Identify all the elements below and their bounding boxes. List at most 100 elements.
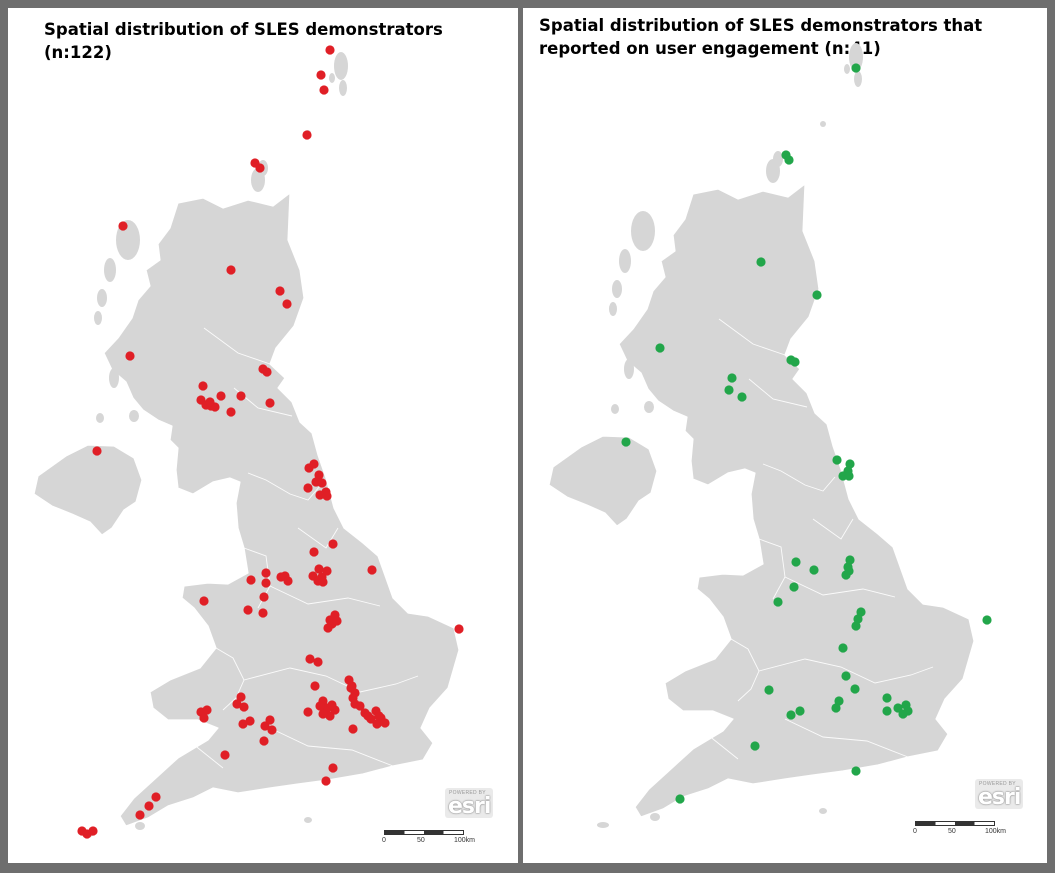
demonstrator-marker[interactable] [347, 681, 357, 691]
demonstrator-marker[interactable] [199, 596, 209, 606]
demonstrator-marker[interactable] [328, 539, 338, 549]
demonstrator-marker[interactable] [88, 826, 98, 836]
demonstrator-marker[interactable] [265, 715, 275, 725]
demonstrator-marker[interactable] [303, 483, 313, 493]
demonstrator-marker[interactable] [323, 623, 333, 633]
demonstrator-marker[interactable] [243, 605, 253, 615]
demonstrator-marker[interactable] [675, 794, 685, 804]
demonstrator-marker[interactable] [302, 130, 312, 140]
demonstrator-marker[interactable] [239, 702, 249, 712]
demonstrator-marker[interactable] [245, 716, 255, 726]
demonstrator-marker[interactable] [205, 397, 215, 407]
demonstrator-marker[interactable] [784, 155, 794, 165]
demonstrator-marker[interactable] [363, 711, 373, 721]
demonstrator-marker[interactable] [773, 597, 783, 607]
demonstrator-marker[interactable] [882, 693, 892, 703]
demonstrator-marker[interactable] [322, 491, 332, 501]
demonstrator-marker[interactable] [255, 163, 265, 173]
demonstrator-marker[interactable] [314, 564, 324, 574]
demonstrator-marker[interactable] [315, 701, 325, 711]
demonstrator-marker[interactable] [841, 671, 851, 681]
demonstrator-marker[interactable] [303, 707, 313, 717]
demonstrator-marker[interactable] [202, 705, 212, 715]
demonstrator-marker[interactable] [92, 446, 102, 456]
demonstrator-marker[interactable] [318, 709, 328, 719]
demonstrator-marker[interactable] [144, 801, 154, 811]
demonstrator-marker[interactable] [261, 578, 271, 588]
demonstrator-marker[interactable] [327, 700, 337, 710]
demonstrator-marker[interactable] [621, 437, 631, 447]
demonstrator-marker[interactable] [750, 741, 760, 751]
uk-map[interactable] [523, 8, 1047, 863]
demonstrator-marker[interactable] [316, 70, 326, 80]
demonstrator-marker[interactable] [764, 685, 774, 695]
demonstrator-marker[interactable] [795, 706, 805, 716]
demonstrator-marker[interactable] [259, 736, 269, 746]
demonstrator-marker[interactable] [259, 592, 269, 602]
demonstrator-marker[interactable] [655, 343, 665, 353]
demonstrator-marker[interactable] [328, 763, 338, 773]
demonstrator-marker[interactable] [309, 547, 319, 557]
demonstrator-marker[interactable] [332, 616, 342, 626]
demonstrator-marker[interactable] [125, 351, 135, 361]
demonstrator-marker[interactable] [236, 692, 246, 702]
demonstrator-marker[interactable] [258, 608, 268, 618]
demonstrator-marker[interactable] [724, 385, 734, 395]
demonstrator-marker[interactable] [314, 470, 324, 480]
demonstrator-marker[interactable] [380, 718, 390, 728]
demonstrator-marker[interactable] [283, 576, 293, 586]
demonstrator-marker[interactable] [325, 45, 335, 55]
demonstrator-marker[interactable] [118, 221, 128, 231]
demonstrator-marker[interactable] [322, 566, 332, 576]
demonstrator-marker[interactable] [845, 459, 855, 469]
demonstrator-marker[interactable] [315, 490, 325, 500]
demonstrator-marker[interactable] [790, 357, 800, 367]
demonstrator-marker[interactable] [850, 684, 860, 694]
demonstrator-marker[interactable] [232, 699, 242, 709]
demonstrator-marker[interactable] [135, 810, 145, 820]
uk-map[interactable] [8, 8, 518, 863]
demonstrator-marker[interactable] [809, 565, 819, 575]
demonstrator-marker[interactable] [856, 607, 866, 617]
demonstrator-marker[interactable] [844, 471, 854, 481]
demonstrator-marker[interactable] [853, 614, 863, 624]
demonstrator-marker[interactable] [261, 568, 271, 578]
demonstrator-marker[interactable] [882, 706, 892, 716]
demonstrator-marker[interactable] [737, 392, 747, 402]
demonstrator-marker[interactable] [319, 85, 329, 95]
demonstrator-marker[interactable] [220, 750, 230, 760]
demonstrator-marker[interactable] [313, 657, 323, 667]
demonstrator-marker[interactable] [898, 709, 908, 719]
demonstrator-marker[interactable] [845, 555, 855, 565]
demonstrator-marker[interactable] [851, 766, 861, 776]
demonstrator-marker[interactable] [282, 299, 292, 309]
demonstrator-marker[interactable] [727, 373, 737, 383]
demonstrator-marker[interactable] [262, 367, 272, 377]
demonstrator-marker[interactable] [226, 407, 236, 417]
demonstrator-marker[interactable] [265, 398, 275, 408]
demonstrator-marker[interactable] [321, 776, 331, 786]
demonstrator-marker[interactable] [198, 381, 208, 391]
demonstrator-marker[interactable] [367, 565, 377, 575]
demonstrator-marker[interactable] [851, 63, 861, 73]
demonstrator-marker[interactable] [275, 286, 285, 296]
demonstrator-marker[interactable] [355, 701, 365, 711]
demonstrator-marker[interactable] [226, 265, 236, 275]
demonstrator-marker[interactable] [216, 391, 226, 401]
demonstrator-marker[interactable] [982, 615, 992, 625]
demonstrator-marker[interactable] [789, 582, 799, 592]
demonstrator-marker[interactable] [267, 725, 277, 735]
demonstrator-marker[interactable] [309, 459, 319, 469]
demonstrator-marker[interactable] [236, 391, 246, 401]
demonstrator-marker[interactable] [238, 719, 248, 729]
demonstrator-marker[interactable] [317, 478, 327, 488]
demonstrator-marker[interactable] [832, 455, 842, 465]
demonstrator-marker[interactable] [199, 713, 209, 723]
demonstrator-marker[interactable] [374, 711, 384, 721]
demonstrator-marker[interactable] [831, 703, 841, 713]
demonstrator-marker[interactable] [318, 577, 328, 587]
demonstrator-marker[interactable] [246, 575, 256, 585]
demonstrator-marker[interactable] [834, 696, 844, 706]
demonstrator-marker[interactable] [348, 724, 358, 734]
demonstrator-marker[interactable] [812, 290, 822, 300]
